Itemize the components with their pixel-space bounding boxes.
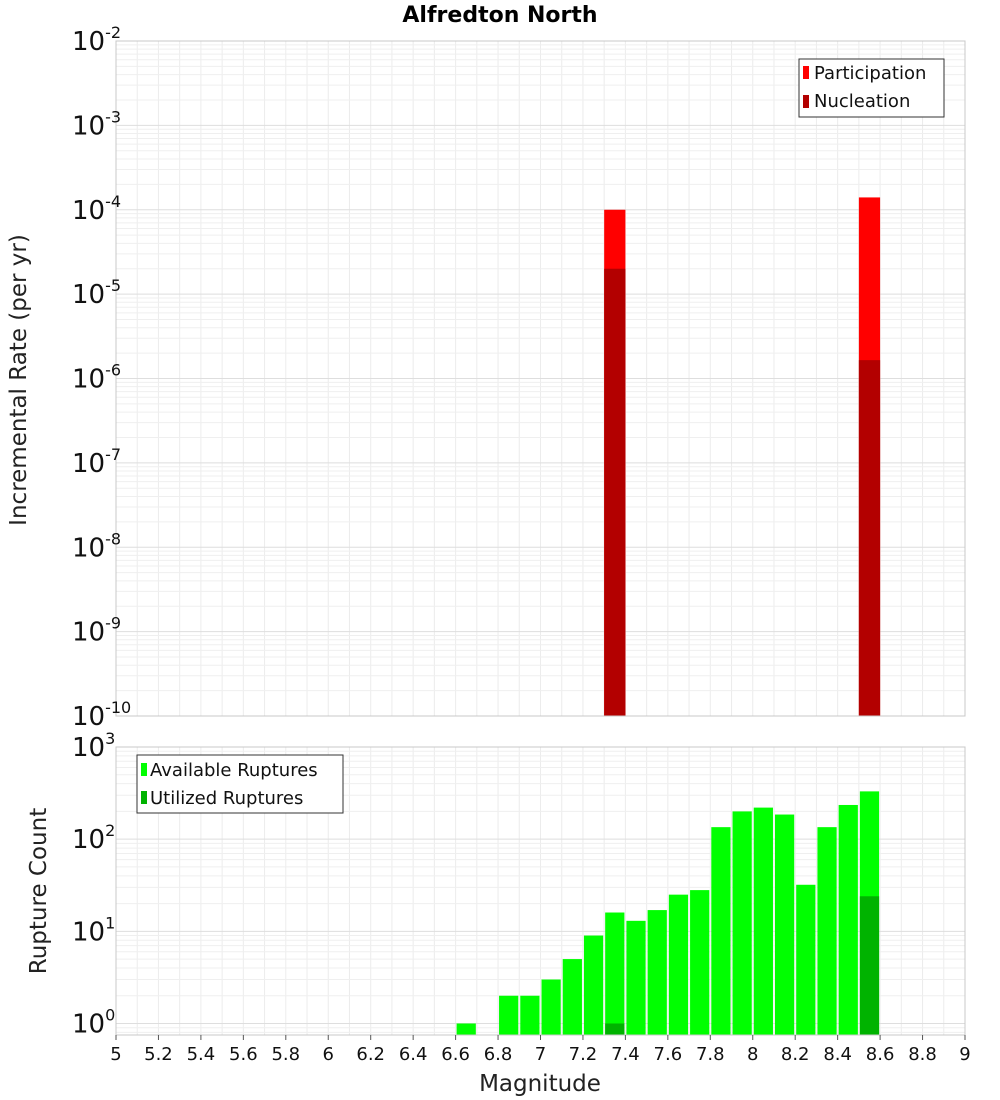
x-tick-label: 9 [959, 1044, 970, 1065]
x-tick-label: 5 [110, 1044, 121, 1065]
series-b-bar [605, 1023, 625, 1035]
x-tick-label: 6 [323, 1044, 334, 1065]
available-legend-label: Available Ruptures [150, 760, 318, 781]
rate-y-tick-label: 10-6 [72, 361, 121, 395]
count-y-ticks: 100 101 102 103 [72, 729, 115, 1039]
count-legend-box [136, 754, 344, 814]
series-a-bar [647, 910, 667, 1035]
chart-title: Alfredton North [402, 3, 597, 28]
x-tick-label: 5.6 [229, 1044, 258, 1065]
count-y-tick-label: 103 [72, 729, 115, 763]
series-a-bar [690, 890, 710, 1035]
magnitude-x-axis-title: Magnitude [479, 1071, 601, 1097]
count-y-tick-label: 100 [72, 1005, 115, 1039]
x-tick-label: 5.2 [144, 1044, 173, 1065]
utilized-legend-label: Utilized Ruptures [150, 788, 303, 809]
rate-y-tick-label: 10-5 [72, 276, 121, 310]
x-tick-label: 8 [747, 1044, 758, 1065]
series-a-bar [520, 995, 540, 1035]
rate-y-tick-label: 10-7 [72, 445, 121, 479]
rate-y-axis-title: Incremental Rate (per yr) [6, 234, 32, 526]
x-tick-label: 7.8 [696, 1044, 725, 1065]
x-tick-label: 7 [535, 1044, 546, 1065]
x-tick-label: 7.4 [611, 1044, 640, 1065]
count-y-tick-label: 102 [72, 821, 115, 855]
rate-bars [604, 197, 881, 717]
available-legend-swatch [141, 763, 147, 776]
rate-panel: 10-10 10-9 10-8 10-7 10-6 10-5 10-4 10-3 10-2 In… [6, 23, 966, 732]
series-a-bar [583, 935, 604, 1035]
x-tick-label: 5.8 [271, 1044, 300, 1065]
x-tick-label: 8.2 [781, 1044, 810, 1065]
series-a-bar [838, 804, 858, 1035]
series-a-bar [732, 811, 752, 1035]
x-tick-label: 8.4 [823, 1044, 852, 1065]
series-a-bar [605, 912, 625, 1035]
series-b-bar [604, 268, 626, 716]
series-a-bar [668, 894, 689, 1035]
count-legend: Available Ruptures Utilized Ruptures [136, 754, 344, 814]
x-tick-label: 7.2 [569, 1044, 598, 1065]
rate-y-tick-label: 10-2 [72, 23, 121, 57]
series-a-bar [626, 920, 646, 1035]
rate-gridlines [115, 40, 966, 717]
x-tick-label: 6.2 [356, 1044, 385, 1065]
series-b-bar [859, 896, 880, 1035]
count-y-axis-title: Rupture Count [26, 808, 52, 974]
series-a-bar [817, 827, 837, 1035]
series-a-bar [499, 995, 519, 1035]
rate-y-ticks: 10-10 10-9 10-8 10-7 10-6 10-5 10-4 10-3 10-2 [72, 23, 131, 732]
series-a-bar [562, 959, 582, 1035]
rate-legend-box [798, 58, 945, 118]
series-a-bar [456, 1023, 476, 1035]
x-tick-label: 6.6 [441, 1044, 470, 1065]
series-a-bar [541, 979, 561, 1035]
rate-y-tick-label: 10-9 [72, 614, 121, 648]
nucleation-legend-label: Nucleation [814, 91, 910, 112]
rate-plot-border [115, 40, 966, 717]
count-y-tick-label: 101 [72, 913, 115, 947]
series-a-bar [774, 814, 795, 1035]
series-b-bar [858, 360, 881, 716]
x-tick-label: 6.8 [484, 1044, 513, 1065]
x-tick-label: 7.6 [654, 1044, 683, 1065]
x-tick-label: 6.4 [399, 1044, 428, 1065]
series-a-bar [753, 807, 773, 1035]
magnitude-x-ticks: 5 5.2 5.4 5.6 5.8 6 6.2 6.4 6.6 6.8 7 7.2 7.4 7.6 7.8 8… [110, 1035, 971, 1065]
rate-legend: Participation Nucleation [798, 58, 945, 118]
count-panel: 100 101 102 103 5 5.2 5.4 5.6 5.8 6 6.2 6.4 6.6 6.8 7… [26, 729, 971, 1097]
participation-legend-swatch [803, 66, 809, 79]
rate-y-tick-label: 10-10 [72, 698, 131, 732]
x-tick-label: 5.4 [187, 1044, 216, 1065]
x-tick-label: 8.8 [908, 1044, 937, 1065]
nucleation-legend-swatch [803, 95, 809, 108]
rate-y-tick-label: 10-4 [72, 192, 121, 226]
x-tick-label: 8.6 [866, 1044, 895, 1065]
rate-y-tick-label: 10-8 [72, 529, 121, 563]
utilized-legend-swatch [141, 791, 147, 804]
participation-legend-label: Participation [814, 63, 926, 84]
series-a-bar [711, 827, 731, 1035]
series-a-bar [796, 884, 816, 1035]
count-bars [456, 791, 880, 1035]
rate-y-tick-label: 10-3 [72, 107, 121, 141]
